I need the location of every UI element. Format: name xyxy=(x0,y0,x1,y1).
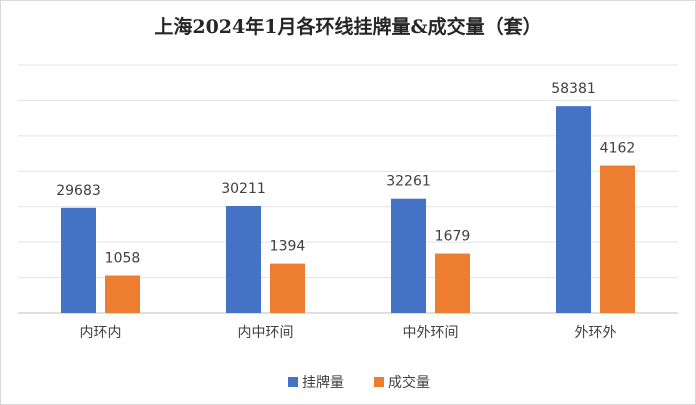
data-label: 1058 xyxy=(105,251,141,267)
data-label: 30211 xyxy=(221,181,266,197)
bar xyxy=(226,205,261,313)
data-label: 1394 xyxy=(270,239,306,255)
x-tick-label: 内环内 xyxy=(80,325,122,341)
bar xyxy=(105,275,140,313)
data-label: 32261 xyxy=(386,174,431,190)
x-tick-label: 中外环间 xyxy=(403,325,459,341)
chart-title: 上海2024年1月各环线挂牌量&成交量（套） xyxy=(154,15,541,38)
bar xyxy=(61,207,96,313)
bar xyxy=(270,263,305,313)
x-tick-label: 外环外 xyxy=(575,325,617,341)
x-tick-label: 内中环间 xyxy=(238,325,294,341)
data-label: 4162 xyxy=(600,141,636,157)
data-label: 1679 xyxy=(435,229,471,245)
bar xyxy=(391,198,426,313)
legend-label: 成交量 xyxy=(388,374,430,391)
legend-swatch xyxy=(288,377,298,387)
legend-swatch xyxy=(374,377,384,387)
bar xyxy=(600,165,635,313)
bar xyxy=(435,253,470,313)
data-label: 58381 xyxy=(551,81,596,97)
legend-label: 挂牌量 xyxy=(302,374,344,391)
bar xyxy=(556,106,591,313)
data-label: 29683 xyxy=(56,183,101,199)
